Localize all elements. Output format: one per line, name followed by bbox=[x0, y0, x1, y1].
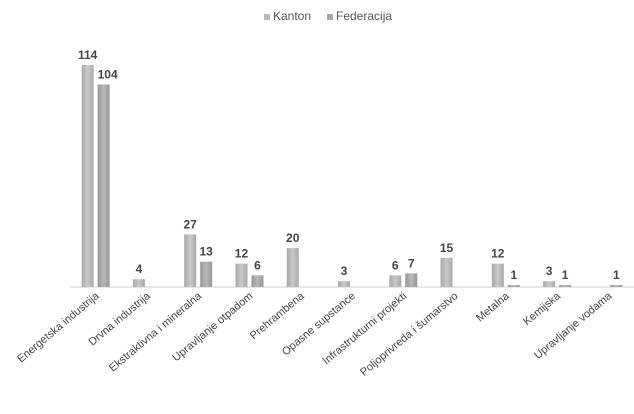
bar-kanton-7 bbox=[440, 257, 453, 287]
category-label-9: Kemijska bbox=[521, 290, 564, 328]
category-label-2: Ekstraktivna i mineralna bbox=[107, 290, 205, 375]
bar-federacija-0 bbox=[97, 84, 110, 287]
bar-kanton-1 bbox=[132, 279, 145, 287]
value-label-federacija-3: 6 bbox=[254, 258, 261, 272]
bar-federacija-9 bbox=[559, 285, 572, 287]
bar-federacija-3 bbox=[251, 275, 264, 287]
category-label-6: Infrastrukturni projekti bbox=[320, 290, 409, 367]
value-label-federacija-6: 7 bbox=[408, 256, 415, 270]
bar-kanton-9 bbox=[543, 281, 556, 287]
bar-federacija-10 bbox=[610, 285, 623, 287]
value-label-federacija-0: 104 bbox=[98, 67, 118, 81]
bar-kanton-6 bbox=[389, 275, 402, 287]
bar-federacija-8 bbox=[507, 285, 520, 287]
value-label-kanton-2: 27 bbox=[184, 217, 198, 231]
value-label-kanton-9: 3 bbox=[546, 264, 553, 278]
value-label-federacija-9: 1 bbox=[562, 268, 569, 282]
category-label-0: Energetska industrija bbox=[15, 290, 102, 366]
value-label-kanton-3: 12 bbox=[235, 247, 249, 261]
bar-federacija-2 bbox=[200, 261, 213, 287]
legend-label-federacija: Federacija bbox=[336, 9, 392, 23]
bar-kanton-3 bbox=[235, 263, 248, 287]
bar-kanton-0 bbox=[81, 65, 94, 287]
value-label-federacija-2: 13 bbox=[200, 245, 214, 259]
legend-swatch-kanton bbox=[264, 14, 270, 20]
value-label-kanton-5: 3 bbox=[341, 264, 348, 278]
value-label-kanton-7: 15 bbox=[440, 241, 454, 255]
legend-swatch-federacija bbox=[327, 14, 333, 20]
value-label-kanton-1: 4 bbox=[136, 262, 143, 276]
value-label-federacija-10: 1 bbox=[613, 268, 620, 282]
bar-kanton-8 bbox=[491, 263, 504, 287]
category-label-8: Metalna bbox=[474, 290, 512, 325]
value-label-kanton-4: 20 bbox=[286, 231, 300, 245]
legend-label-kanton: Kanton bbox=[273, 9, 311, 23]
bars-group bbox=[81, 65, 623, 287]
legend: Kanton Federacija bbox=[264, 9, 392, 23]
category-label-7: Poljoprivreda i šumarstvo bbox=[358, 290, 460, 379]
value-label-kanton-8: 12 bbox=[491, 247, 505, 261]
value-label-kanton-0: 114 bbox=[78, 48, 98, 62]
bar-kanton-2 bbox=[184, 234, 197, 287]
bar-kanton-5 bbox=[338, 281, 350, 287]
bar-kanton-4 bbox=[286, 248, 299, 287]
bar-federacija-6 bbox=[405, 273, 418, 287]
value-label-kanton-6: 6 bbox=[392, 258, 399, 272]
value-label-federacija-8: 1 bbox=[510, 268, 517, 282]
